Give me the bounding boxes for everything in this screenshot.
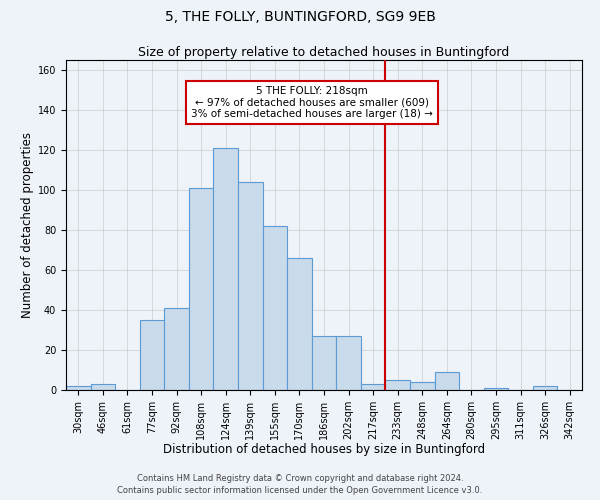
Bar <box>361 384 385 390</box>
Bar <box>410 382 434 390</box>
Bar <box>140 320 164 390</box>
Text: Contains HM Land Registry data © Crown copyright and database right 2024.
Contai: Contains HM Land Registry data © Crown c… <box>118 474 482 495</box>
Bar <box>336 336 361 390</box>
Bar <box>189 188 214 390</box>
Bar <box>238 182 263 390</box>
Bar <box>164 308 189 390</box>
Bar <box>263 226 287 390</box>
Bar <box>385 380 410 390</box>
Bar <box>214 148 238 390</box>
Bar <box>91 384 115 390</box>
Bar <box>287 258 312 390</box>
Bar <box>434 372 459 390</box>
Text: 5 THE FOLLY: 218sqm
← 97% of detached houses are smaller (609)
3% of semi-detach: 5 THE FOLLY: 218sqm ← 97% of detached ho… <box>191 86 433 119</box>
Bar <box>533 386 557 390</box>
Bar <box>484 388 508 390</box>
Bar <box>312 336 336 390</box>
X-axis label: Distribution of detached houses by size in Buntingford: Distribution of detached houses by size … <box>163 444 485 456</box>
Bar <box>66 386 91 390</box>
Title: Size of property relative to detached houses in Buntingford: Size of property relative to detached ho… <box>139 46 509 59</box>
Y-axis label: Number of detached properties: Number of detached properties <box>20 132 34 318</box>
Text: 5, THE FOLLY, BUNTINGFORD, SG9 9EB: 5, THE FOLLY, BUNTINGFORD, SG9 9EB <box>164 10 436 24</box>
